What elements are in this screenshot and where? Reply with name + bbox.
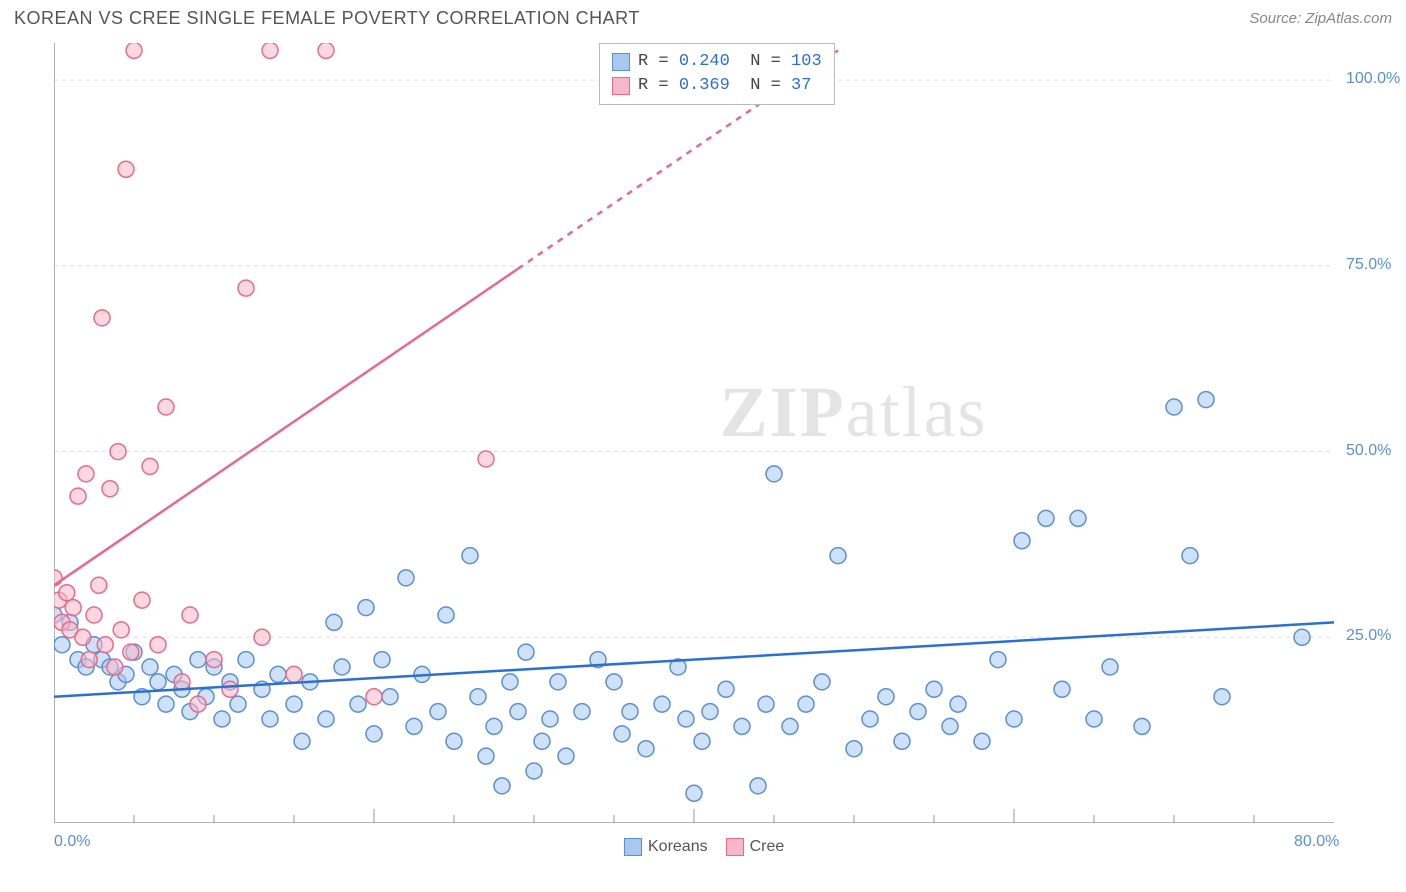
legend-row: R = 0.369 N = 37 (612, 74, 822, 98)
chart-header: KOREAN VS CREE SINGLE FEMALE POVERTY COR… (0, 0, 1406, 33)
legend-swatch (612, 77, 630, 95)
y-tick-label: 25.0% (1346, 627, 1391, 645)
source-name: ZipAtlas.com (1305, 10, 1392, 27)
legend-row: R = 0.240 N = 103 (612, 50, 822, 74)
x-tick-label: 0.0% (54, 833, 90, 851)
scatter-plot (54, 43, 1334, 823)
y-tick-label: 100.0% (1346, 70, 1400, 88)
legend-label: Koreans (648, 838, 708, 855)
y-tick-label: 50.0% (1346, 442, 1391, 460)
chart-title: KOREAN VS CREE SINGLE FEMALE POVERTY COR… (14, 8, 640, 29)
y-tick-label: 75.0% (1346, 256, 1391, 274)
legend-label: Cree (750, 838, 785, 855)
legend-text: R = 0.369 N = 37 (638, 74, 811, 98)
legend-text: R = 0.240 N = 103 (638, 50, 822, 74)
legend-swatch (726, 838, 744, 856)
legend-swatch (612, 53, 630, 71)
legend-item: Koreans (624, 838, 708, 856)
legend-item: Cree (726, 838, 785, 856)
correlation-legend: R = 0.240 N = 103R = 0.369 N = 37 (599, 43, 835, 105)
legend-swatch (624, 838, 642, 856)
series-legend: Koreans Cree (624, 838, 784, 856)
source-prefix: Source: (1249, 10, 1305, 27)
x-tick-label: 80.0% (1294, 833, 1339, 851)
chart-source: Source: ZipAtlas.com (1249, 10, 1392, 27)
